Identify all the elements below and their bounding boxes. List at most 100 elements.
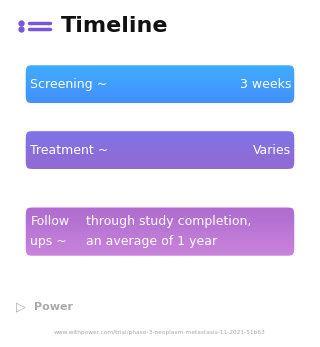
FancyBboxPatch shape (18, 144, 302, 145)
FancyBboxPatch shape (18, 202, 302, 203)
FancyBboxPatch shape (18, 145, 302, 146)
FancyBboxPatch shape (18, 207, 302, 208)
FancyBboxPatch shape (18, 87, 302, 88)
FancyBboxPatch shape (18, 100, 302, 101)
FancyBboxPatch shape (18, 257, 302, 258)
FancyBboxPatch shape (18, 241, 302, 242)
FancyBboxPatch shape (18, 65, 302, 66)
FancyBboxPatch shape (18, 141, 302, 142)
FancyBboxPatch shape (18, 152, 302, 153)
FancyBboxPatch shape (18, 139, 302, 140)
FancyBboxPatch shape (18, 249, 302, 250)
FancyBboxPatch shape (18, 235, 302, 236)
FancyBboxPatch shape (18, 206, 302, 207)
FancyBboxPatch shape (18, 244, 302, 245)
FancyBboxPatch shape (18, 63, 302, 64)
FancyBboxPatch shape (18, 102, 302, 103)
FancyBboxPatch shape (18, 100, 302, 101)
FancyBboxPatch shape (18, 97, 302, 98)
FancyBboxPatch shape (18, 88, 302, 89)
FancyBboxPatch shape (18, 74, 302, 75)
FancyBboxPatch shape (18, 260, 302, 261)
FancyBboxPatch shape (18, 138, 302, 139)
FancyBboxPatch shape (18, 58, 302, 59)
FancyBboxPatch shape (18, 160, 302, 161)
FancyBboxPatch shape (18, 89, 302, 90)
FancyBboxPatch shape (18, 168, 302, 169)
FancyBboxPatch shape (18, 90, 302, 91)
FancyBboxPatch shape (18, 72, 302, 73)
FancyBboxPatch shape (18, 91, 302, 92)
FancyBboxPatch shape (18, 157, 302, 158)
FancyBboxPatch shape (18, 97, 302, 98)
FancyBboxPatch shape (18, 74, 302, 75)
FancyBboxPatch shape (18, 238, 302, 239)
FancyBboxPatch shape (18, 254, 302, 255)
FancyBboxPatch shape (18, 148, 302, 149)
FancyBboxPatch shape (18, 96, 302, 97)
FancyBboxPatch shape (18, 68, 302, 69)
FancyBboxPatch shape (18, 103, 302, 104)
FancyBboxPatch shape (18, 132, 302, 133)
FancyBboxPatch shape (18, 232, 302, 233)
FancyBboxPatch shape (18, 172, 302, 173)
FancyBboxPatch shape (18, 239, 302, 240)
FancyBboxPatch shape (18, 76, 302, 77)
FancyBboxPatch shape (18, 254, 302, 255)
FancyBboxPatch shape (18, 75, 302, 76)
FancyBboxPatch shape (18, 126, 302, 127)
FancyBboxPatch shape (18, 141, 302, 142)
FancyBboxPatch shape (18, 60, 302, 61)
FancyBboxPatch shape (18, 207, 302, 208)
FancyBboxPatch shape (18, 91, 302, 92)
FancyBboxPatch shape (18, 134, 302, 135)
FancyBboxPatch shape (18, 220, 302, 221)
FancyBboxPatch shape (18, 231, 302, 232)
FancyBboxPatch shape (18, 96, 302, 97)
FancyBboxPatch shape (18, 123, 302, 124)
FancyBboxPatch shape (18, 167, 302, 168)
FancyBboxPatch shape (18, 237, 302, 238)
FancyBboxPatch shape (18, 64, 302, 65)
FancyBboxPatch shape (18, 135, 302, 136)
FancyBboxPatch shape (18, 233, 302, 234)
FancyBboxPatch shape (18, 129, 302, 130)
FancyBboxPatch shape (18, 144, 302, 145)
FancyBboxPatch shape (18, 139, 302, 140)
FancyBboxPatch shape (18, 146, 302, 147)
FancyBboxPatch shape (18, 165, 302, 166)
FancyBboxPatch shape (18, 58, 302, 59)
FancyBboxPatch shape (18, 62, 302, 63)
FancyBboxPatch shape (18, 174, 302, 175)
FancyBboxPatch shape (18, 147, 302, 148)
FancyBboxPatch shape (18, 109, 302, 110)
FancyBboxPatch shape (18, 201, 302, 202)
FancyBboxPatch shape (18, 238, 302, 239)
Text: Varies: Varies (253, 144, 291, 156)
FancyBboxPatch shape (18, 124, 302, 125)
FancyBboxPatch shape (18, 171, 302, 172)
FancyBboxPatch shape (18, 104, 302, 105)
FancyBboxPatch shape (18, 107, 302, 108)
FancyBboxPatch shape (18, 175, 302, 176)
FancyBboxPatch shape (18, 86, 302, 87)
FancyBboxPatch shape (18, 205, 302, 206)
FancyBboxPatch shape (18, 221, 302, 222)
FancyBboxPatch shape (18, 215, 302, 216)
FancyBboxPatch shape (18, 170, 302, 171)
FancyBboxPatch shape (18, 256, 302, 257)
FancyBboxPatch shape (18, 69, 302, 70)
FancyBboxPatch shape (18, 105, 302, 106)
FancyBboxPatch shape (18, 227, 302, 228)
FancyBboxPatch shape (18, 170, 302, 171)
FancyBboxPatch shape (18, 73, 302, 74)
FancyBboxPatch shape (18, 201, 302, 202)
FancyBboxPatch shape (18, 224, 302, 225)
FancyBboxPatch shape (18, 152, 302, 153)
FancyBboxPatch shape (18, 162, 302, 163)
FancyBboxPatch shape (18, 234, 302, 235)
FancyBboxPatch shape (18, 71, 302, 72)
FancyBboxPatch shape (18, 136, 302, 137)
FancyBboxPatch shape (18, 63, 302, 64)
FancyBboxPatch shape (18, 129, 302, 130)
